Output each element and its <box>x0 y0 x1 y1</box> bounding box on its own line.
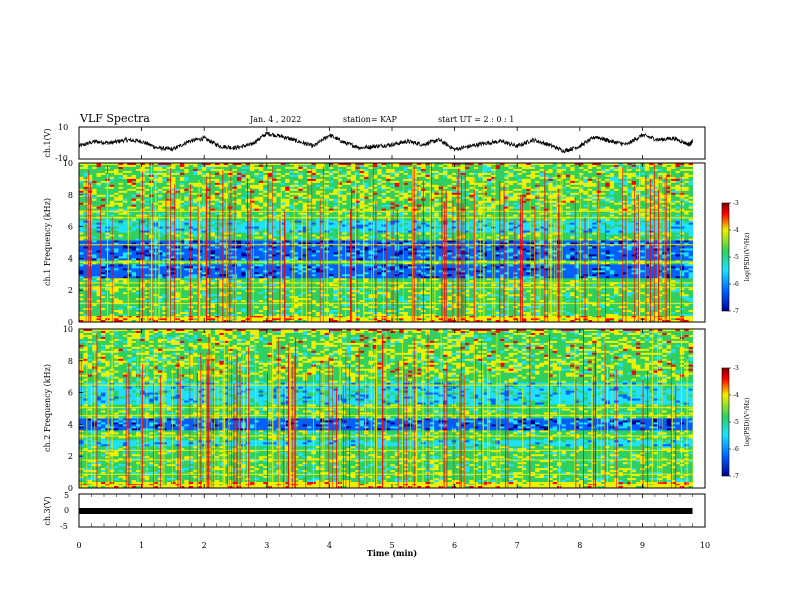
xtick-label: 4 <box>327 541 332 550</box>
ytick-label: 2 <box>68 286 73 295</box>
ytick-label: 8 <box>68 357 73 366</box>
colorbar-tick-label: -4 <box>733 392 739 399</box>
xtick-label: 8 <box>577 541 582 550</box>
ytick-label: 8 <box>68 191 73 200</box>
start-time-label: start UT = 2 : 0 : 1 <box>438 115 514 124</box>
station-label: station= KAP <box>343 115 398 124</box>
colorbar-tick-label: -3 <box>733 365 739 372</box>
date-label: Jan. 4 , 2022 <box>249 115 301 124</box>
xtick-label: 1 <box>139 541 144 550</box>
colorbar-tick-label: -6 <box>733 281 739 288</box>
ytick-label: 0 <box>68 484 73 493</box>
ch2-colorbar <box>721 367 730 477</box>
ch1-colorbar-ticks: -3 -4 -5 -6 -7 <box>729 200 739 315</box>
ch3-signal-trace <box>79 508 693 514</box>
ch1-ytick-bottom: -10 <box>55 154 68 163</box>
ch2-spectrogram-ylabel: ch.2 Frequency (kHz) <box>43 364 52 452</box>
xtick-label: 6 <box>452 541 457 550</box>
xtick-label: 9 <box>640 541 645 550</box>
ytick-label: 4 <box>68 254 73 263</box>
ytick-label: 10 <box>63 325 73 334</box>
colorbar-tick-label: -7 <box>733 308 739 315</box>
ch1-waveform-panel: 10 -10 ch.1(V) <box>43 123 706 163</box>
ytick-label: 6 <box>68 389 73 398</box>
xtick-label: 5 <box>389 541 394 550</box>
ch1-colorbar <box>721 202 730 312</box>
ch2-spectrogram-yticks: 0 2 4 6 8 10 <box>63 325 83 493</box>
ytick-label: 2 <box>68 452 73 461</box>
ch1-spectrogram-ylabel: ch.1 Frequency (kHz) <box>43 198 52 286</box>
ch2-spectrogram-image <box>79 329 705 488</box>
ch3-ytick-mid: 0 <box>64 506 69 515</box>
colorbar-tick-label: -5 <box>733 419 739 426</box>
ch3-ylabel: ch.3(V) <box>43 496 52 525</box>
xtick-label: 3 <box>264 541 269 550</box>
time-axis: 0 1 2 3 4 5 6 7 8 9 10 <box>76 127 710 550</box>
xtick-label: 7 <box>515 541 520 550</box>
xtick-label: 10 <box>700 541 710 550</box>
ch2-colorbar-label: log(PSD)(V²/Hz) <box>744 398 751 447</box>
time-axis-label: Time (min) <box>367 548 417 558</box>
ch1-waveform-line <box>78 131 693 154</box>
ch1-spectrogram-yticks: 0 2 4 6 8 10 <box>63 159 83 327</box>
ytick-label: 0 <box>68 318 73 327</box>
xtick-label: 2 <box>202 541 207 550</box>
figure-title: VLF Spectra <box>79 112 150 125</box>
ch3-signal-panel: 5 0 -5 ch.3(V) <box>43 491 706 531</box>
ytick-label: 10 <box>63 159 73 168</box>
xtick-label: 0 <box>76 541 81 550</box>
ch3-ytick-bottom: -5 <box>60 522 68 531</box>
ytick-label: 4 <box>68 420 73 429</box>
ch1-ylabel: ch.1(V) <box>43 128 52 157</box>
colorbar-tick-label: -6 <box>733 446 739 453</box>
ch1-spectrogram-image <box>79 163 705 322</box>
colorbar-tick-label: -7 <box>733 473 739 480</box>
ch1-ytick-top: 10 <box>58 123 68 132</box>
colorbar-tick-label: -3 <box>733 200 739 207</box>
ch1-colorbar-label: log(PSD)(V²/Hz) <box>744 233 751 282</box>
colorbar-tick-label: -4 <box>733 227 739 234</box>
colorbar-tick-label: -5 <box>733 254 739 261</box>
ch2-colorbar-ticks: -3 -4 -5 -6 -7 <box>729 365 739 480</box>
ytick-label: 6 <box>68 223 73 232</box>
ch3-ytick-top: 5 <box>64 491 69 500</box>
